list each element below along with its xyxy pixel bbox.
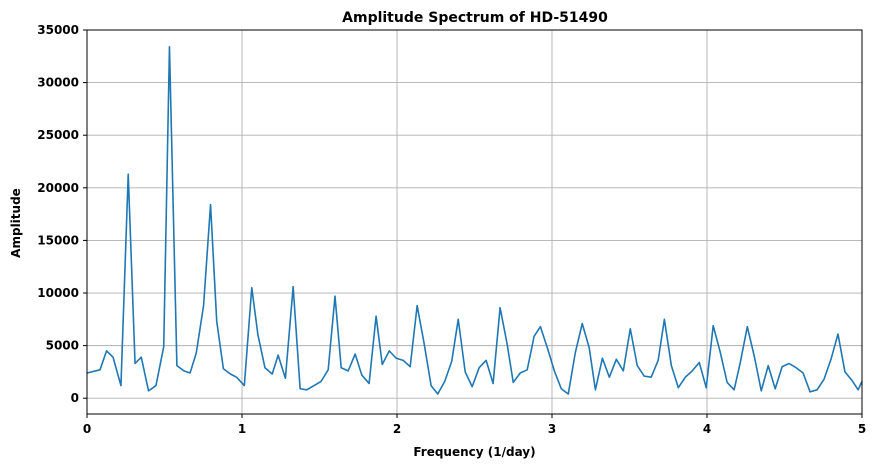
x-axis-label: Frequency (1/day)	[413, 445, 535, 459]
amplitude-series-line	[86, 46, 863, 395]
chart-title: Amplitude Spectrum of HD-51490	[342, 10, 608, 26]
x-tick-label: 4	[703, 422, 711, 436]
y-tick-label: 30000	[37, 76, 79, 90]
axis-ticks: 0 1 2 3 4 5 0 5000 10000 15000 20000 25000 30000 3500…	[37, 23, 866, 436]
y-tick-label: 20000	[37, 181, 79, 195]
y-tick-label: 10000	[37, 286, 79, 300]
y-tick-label: 25000	[37, 128, 79, 142]
plot-area	[86, 46, 863, 395]
y-tick-label: 5000	[46, 339, 79, 353]
y-axis-label: Amplitude	[9, 188, 23, 258]
x-tick-label: 3	[548, 422, 556, 436]
x-tick-label: 0	[83, 422, 91, 436]
y-tick-label: 0	[71, 391, 79, 405]
y-tick-label: 35000	[37, 23, 79, 37]
x-tick-label: 1	[238, 422, 246, 436]
y-tick-label: 15000	[37, 233, 79, 247]
plot-frame	[86, 29, 863, 415]
x-tick-label: 2	[393, 422, 401, 436]
x-tick-label: 5	[858, 422, 866, 436]
grid-lines	[86, 29, 863, 414]
